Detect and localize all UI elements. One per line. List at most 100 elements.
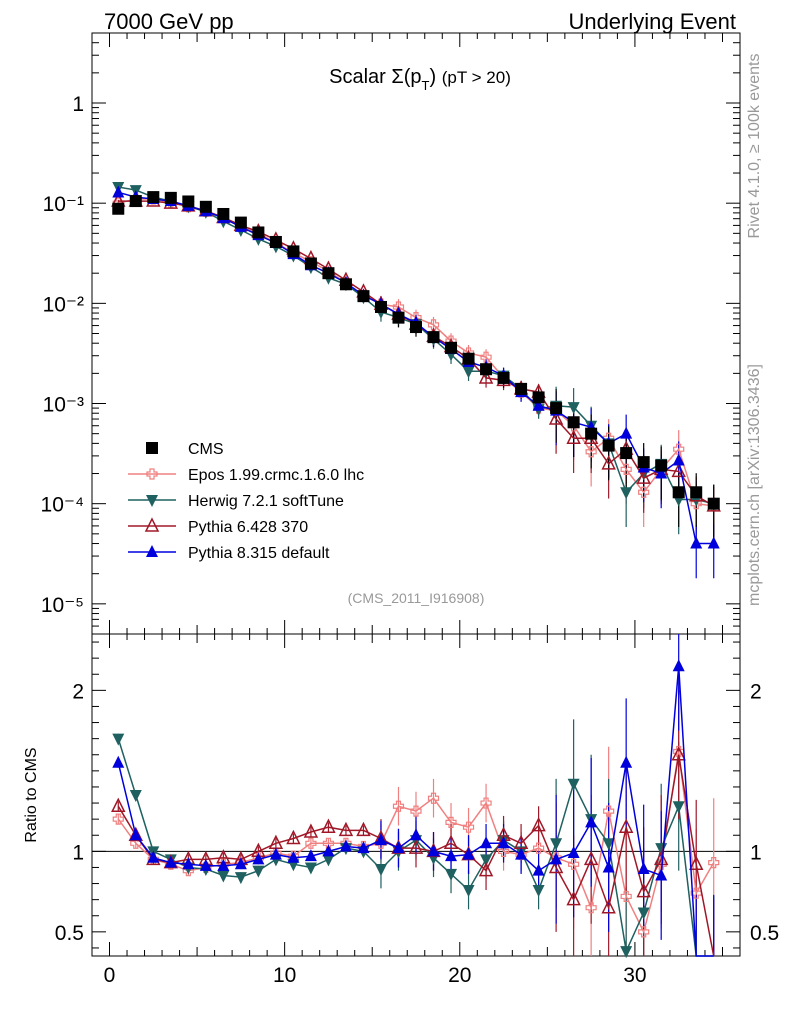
ratio-marker-epos [427, 792, 440, 804]
ratio-y-tick-label-right: 1 [750, 841, 762, 864]
ratio-marker-py8 [217, 858, 230, 871]
ratio-marker-py8 [234, 857, 247, 870]
ratio-marker-py8 [252, 852, 265, 865]
ratio-marker-epos [497, 845, 510, 857]
ratio-marker-herwig [304, 862, 317, 875]
ratio-marker-py8 [585, 815, 598, 828]
ratio-marker-py8 [182, 857, 195, 870]
ratio-marker-py6 [356, 821, 371, 837]
legend-label-cms: CMS [188, 441, 224, 458]
main-y-tick-label: 1 [72, 93, 84, 116]
ratio-marker-py8 [532, 863, 545, 876]
legend-label-py8: Pythia 8.315 default [188, 545, 330, 562]
ratio-marker-py8 [445, 849, 458, 862]
ratio-marker-py6 [653, 850, 669, 866]
ratio-y-tick-label-left: 1 [72, 841, 84, 864]
ratio-marker-herwig [374, 864, 387, 877]
marker-epos [638, 486, 650, 498]
ratio-marker-herwig [322, 854, 335, 867]
x-tick-label: 30 [623, 964, 646, 987]
main-y-tick-label: 10⁻⁴ [41, 494, 84, 517]
ratio-marker-herwig [112, 733, 125, 746]
ratio-plot: 2 2 1 1 0.5 0.5 0 10 20 30 Ratio to CMS [23, 33, 779, 987]
ratio-series-py8 [112, 659, 714, 957]
ratio-marker-py6 [689, 855, 704, 870]
marker-cms [322, 267, 335, 280]
ratio-marker-epos [603, 805, 615, 817]
main-plot: Scalar Σ(pT) (pT > 20) 1 10⁻¹ 10⁻² 10⁻³ 10⁻⁴… [41, 32, 741, 635]
marker-cms [199, 200, 212, 213]
x-tick-label: 10 [273, 964, 296, 987]
marker-cms [374, 300, 387, 313]
analysis-label: (CMS_2011_I916908) [348, 590, 485, 606]
marker-cms [234, 216, 247, 229]
x-tick-label: 20 [448, 964, 471, 987]
ratio-marker-herwig [602, 838, 615, 851]
marker-py8 [655, 466, 668, 479]
ratio-marker-py6 [566, 890, 581, 906]
marker-py8 [532, 398, 545, 411]
legend-marker-py6 [144, 517, 160, 532]
ratio-plot-frame [91, 633, 741, 957]
marker-cms [532, 391, 545, 404]
ratio-marker-epos [585, 902, 597, 914]
ratio-marker-herwig [445, 868, 458, 881]
ratio-marker-py8 [620, 755, 633, 768]
ratio-marker-py6 [478, 861, 494, 877]
marker-cms [147, 191, 160, 204]
legend-label-py6: Pythia 6.428 370 [188, 519, 308, 536]
ratio-marker-py8 [287, 850, 300, 863]
ratio-marker-herwig [234, 872, 247, 885]
marker-py8 [690, 536, 703, 549]
ratio-marker-py8 [427, 844, 440, 857]
marker-cms [392, 311, 405, 324]
marker-cms [445, 341, 458, 354]
header-right-title: Underlying Event [568, 9, 736, 34]
ratio-marker-py8 [269, 847, 282, 860]
ratio-marker-py6 [408, 839, 424, 854]
ratio-marker-py6 [548, 858, 564, 874]
rivet-version-label: Rivet 4.1.0, ≥ 100k events [746, 54, 763, 239]
ratio-marker-py8 [655, 868, 668, 881]
ratio-marker-py8 [602, 860, 615, 873]
ratio-line-py6 [117, 754, 715, 957]
main-y-tick-label: 10⁻³ [43, 394, 84, 417]
ratio-y-tick-label-left: 2 [72, 680, 84, 703]
marker-py6 [478, 369, 494, 384]
ratio-marker-py8 [147, 850, 160, 863]
ratio-marker-py8 [515, 847, 528, 860]
main-y-tick-label: 10⁻² [43, 293, 84, 316]
ratio-marker-py8 [339, 839, 352, 852]
series-line-epos [118, 198, 714, 507]
ratio-marker-py8 [410, 828, 422, 841]
marker-herwig [462, 366, 475, 379]
ratio-marker-epos [322, 837, 335, 849]
series-herwig [112, 182, 720, 511]
ratio-marker-py8 [567, 845, 580, 858]
marker-cms [217, 207, 230, 220]
marker-cms [550, 402, 563, 415]
ratio-y-tick-label-right: 2 [750, 680, 762, 703]
ratio-y-axis-label: Ratio to CMS [23, 747, 40, 842]
main-series-group [111, 182, 721, 549]
main-y-axis: 1 10⁻¹ 10⁻² 10⁻³ 10⁻⁴ 10⁻⁵ [41, 32, 740, 627]
ratio-marker-epos [410, 805, 422, 817]
marker-herwig [620, 487, 633, 500]
marker-cms [182, 195, 195, 208]
marker-cms [497, 371, 510, 384]
marker-cms [129, 195, 142, 208]
marker-epos [673, 443, 685, 455]
series-cms [112, 191, 720, 510]
marker-py8 [620, 426, 633, 439]
ratio-marker-py6 [671, 746, 686, 761]
marker-epos [480, 351, 492, 363]
ratio-marker-py6 [601, 899, 616, 914]
marker-cms [567, 416, 580, 429]
ratio-marker-py6 [111, 797, 126, 813]
ratio-marker-py6 [321, 818, 336, 833]
ratio-marker-epos [532, 842, 545, 854]
ratio-marker-py8 [637, 862, 650, 875]
series-line-py6 [118, 200, 715, 507]
ratio-marker-herwig [567, 778, 580, 791]
plot-title: Scalar Σ(pT) (pT > 20) [329, 66, 511, 93]
